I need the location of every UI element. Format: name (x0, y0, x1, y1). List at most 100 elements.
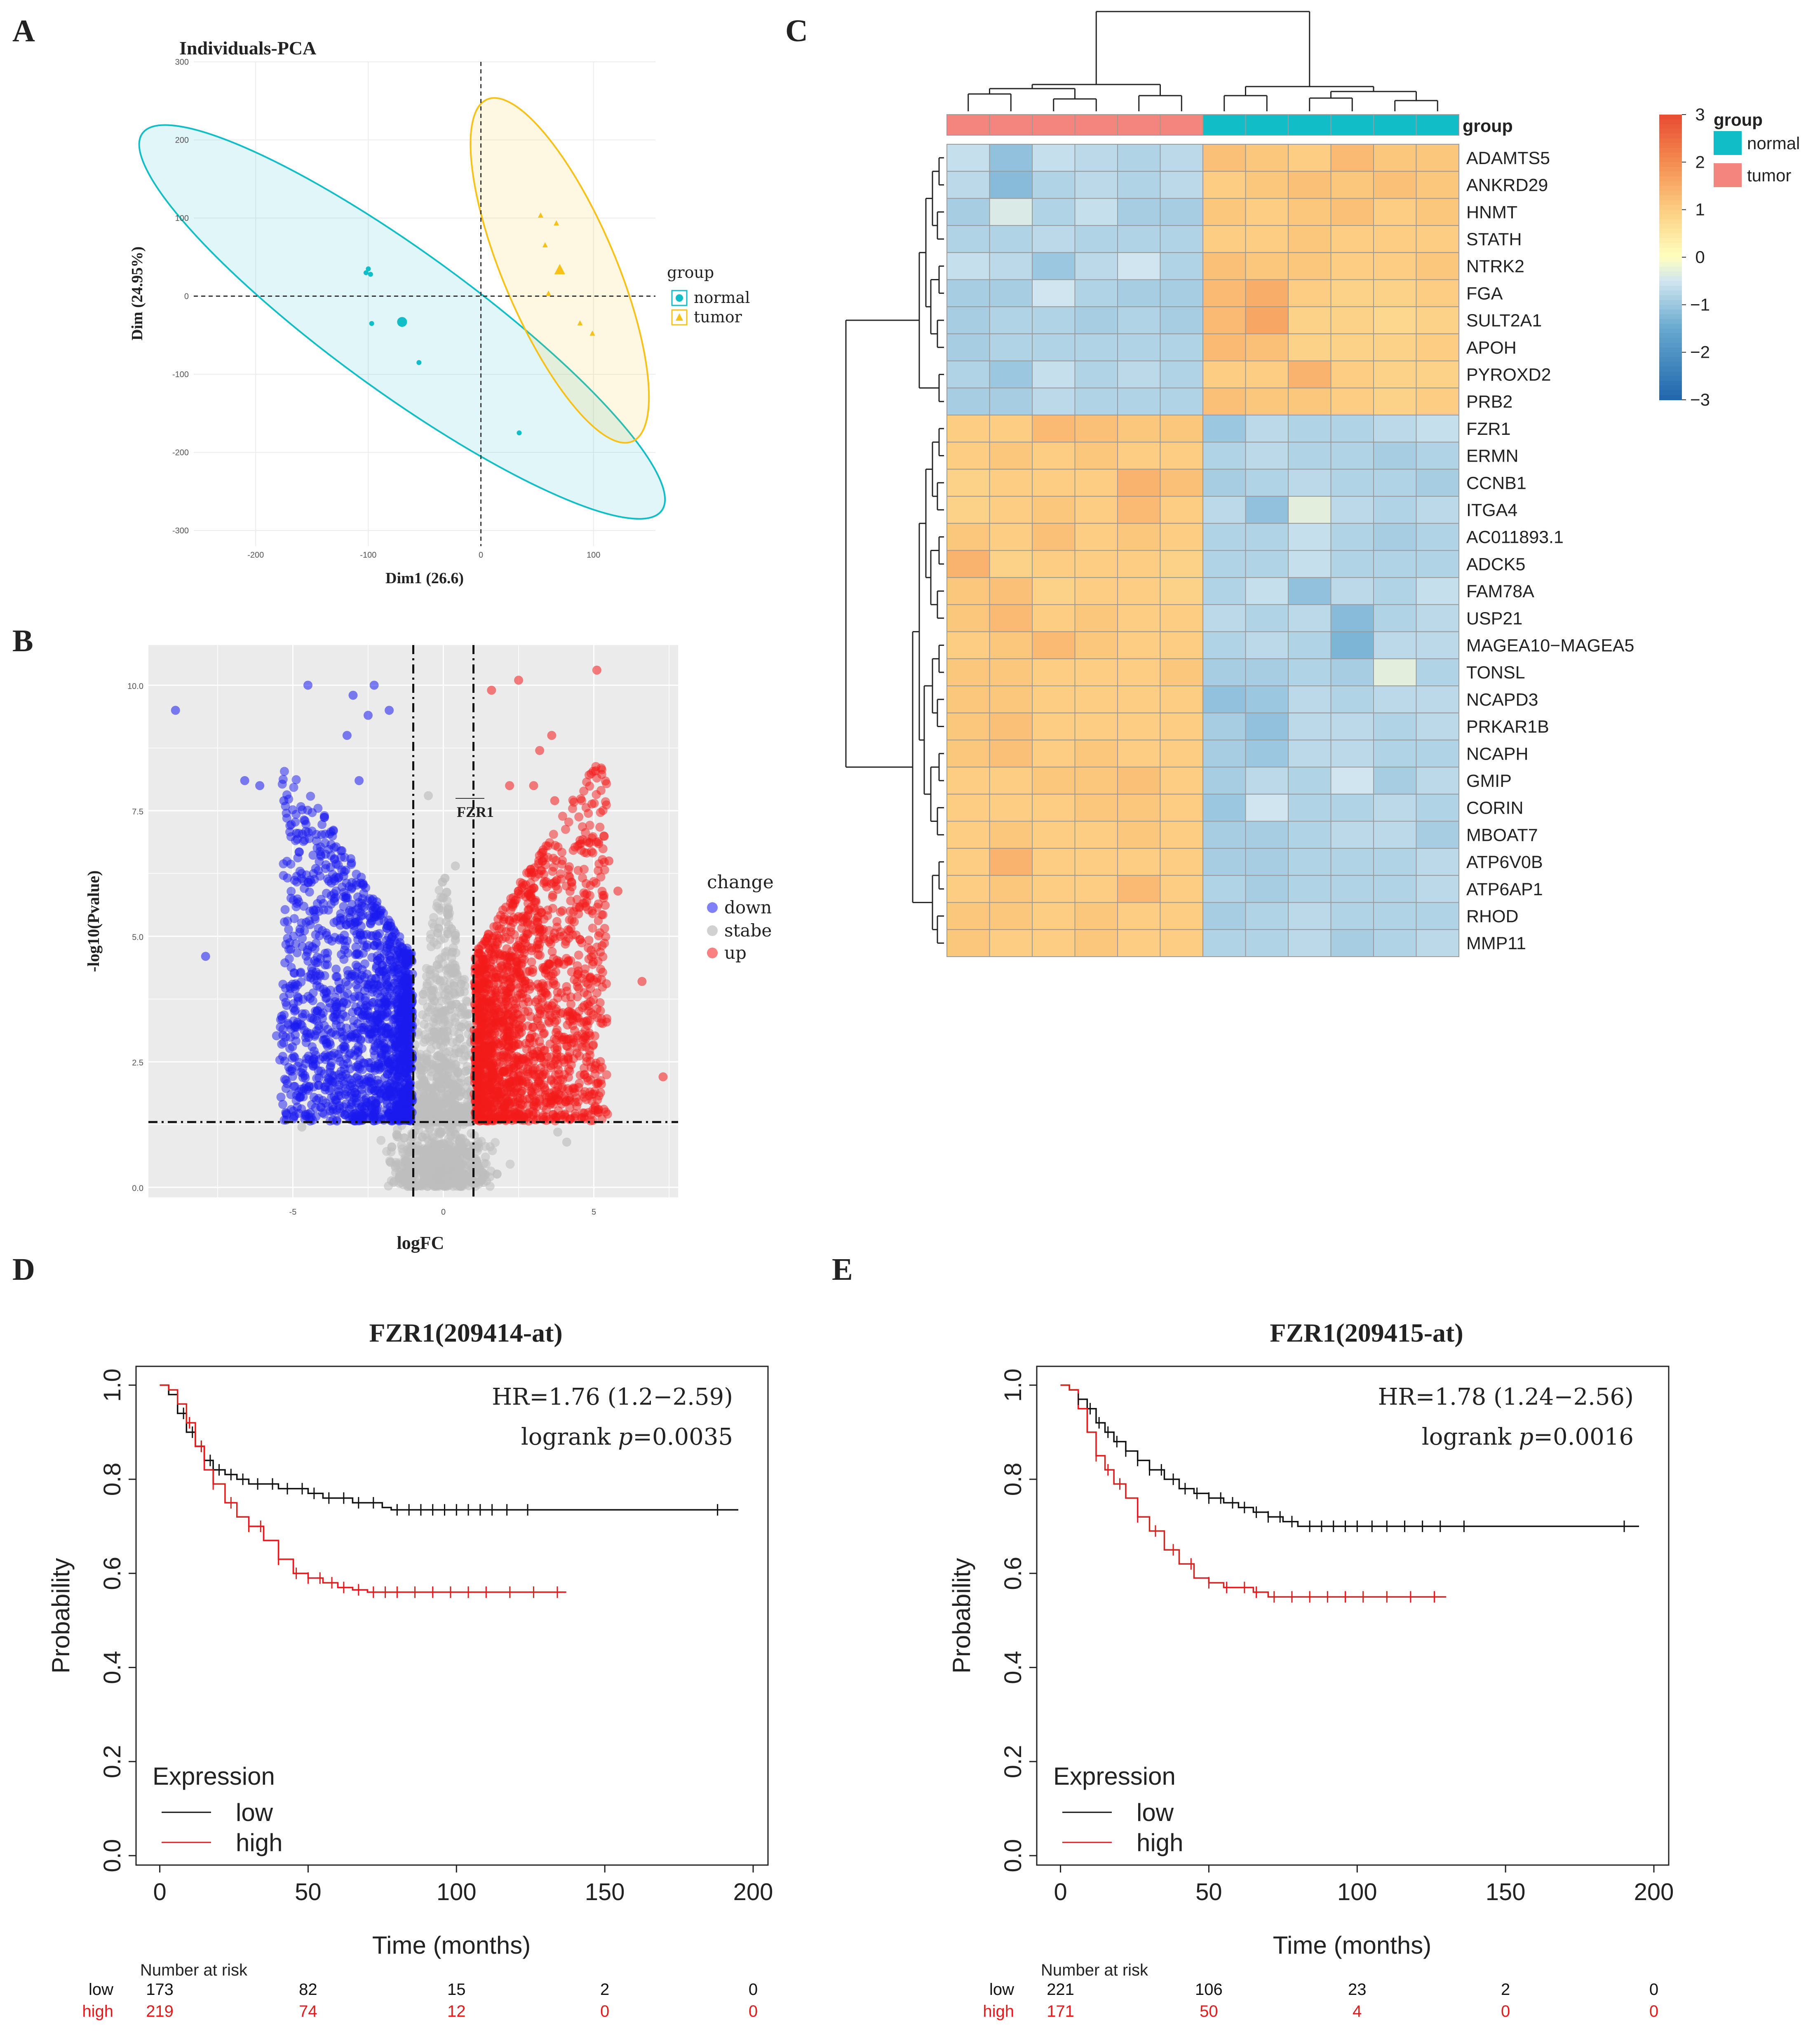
volcano-point-up (506, 906, 515, 915)
volcano-legend-down-label: down (724, 897, 772, 917)
volcano-point-up (526, 920, 535, 930)
volcano-point-down (400, 1032, 409, 1042)
volcano-point-up (570, 1026, 579, 1035)
volcano-point-stable (432, 960, 442, 969)
volcano-point-stable (457, 1022, 466, 1032)
volcano-point-up (479, 1006, 489, 1016)
volcano-point-up (490, 950, 500, 959)
volcano-point-stable (425, 965, 434, 975)
volcano-point-down (372, 1105, 381, 1115)
volcano-point-stable (418, 1010, 427, 1019)
volcano-point-down (306, 1029, 315, 1039)
volcano-point-up (590, 1031, 600, 1041)
volcano-point-down (340, 1064, 349, 1074)
volcano-point-down (346, 1100, 356, 1109)
volcano-point-down (352, 869, 361, 879)
volcano-point-up (577, 1042, 587, 1051)
volcano-point-down (278, 1051, 287, 1061)
volcano-point-stable (434, 885, 444, 895)
volcano-point-down (372, 1034, 381, 1043)
volcano-point-up (549, 830, 558, 839)
volcano-point-up (491, 985, 500, 995)
volcano-point-down (296, 1068, 305, 1077)
pca-legend-tumor-label: tumor (694, 308, 742, 326)
volcano-point-up (509, 967, 519, 977)
volcano-point-up (581, 902, 590, 911)
volcano-point-stable (426, 1005, 435, 1014)
pca-centroid-tumor (554, 264, 566, 275)
volcano-point-up (479, 955, 488, 964)
volcano-point-down (281, 1084, 291, 1093)
volcano-point-down (314, 1066, 323, 1075)
volcano-point-up (503, 1083, 512, 1092)
volcano-point-down (398, 981, 408, 990)
volcano-point-down (300, 816, 310, 826)
volcano-point-up (593, 866, 603, 875)
volcano-point-down (396, 1116, 406, 1125)
volcano-point-up (587, 847, 596, 856)
volcano-point-stable (451, 861, 460, 871)
volcano-point-down (355, 776, 364, 785)
pca-point-tumor (577, 320, 583, 326)
volcano-point-up (585, 838, 595, 847)
pca-x-tick-label: 0 (479, 551, 483, 560)
volcano-point-down (321, 1082, 330, 1092)
volcano-point-down (373, 1017, 383, 1026)
volcano-point-up (552, 1042, 562, 1052)
volcano-point-up (535, 924, 545, 934)
volcano-point-up (595, 822, 605, 832)
volcano-point-down (369, 913, 378, 922)
volcano-point-up (483, 1031, 493, 1041)
volcano-point-down (319, 1029, 328, 1039)
pca-legend-tumor: tumor (671, 308, 742, 326)
volcano-point-up (579, 865, 589, 874)
volcano-point-down (290, 875, 299, 885)
volcano-point-up (598, 844, 608, 854)
pca-reference-lines (194, 62, 655, 546)
volcano-point-up (553, 988, 562, 997)
volcano-x-tick-label: 5 (592, 1208, 596, 1217)
volcano-point-up (504, 1010, 513, 1019)
volcano-point-up (503, 1097, 512, 1106)
volcano-point-down (303, 948, 312, 957)
volcano-point-down (351, 1045, 360, 1055)
volcano-point-up (550, 796, 559, 805)
volcano-point-stable (386, 1157, 395, 1167)
pca-point-tumor (589, 330, 595, 336)
volcano-point-down (395, 1018, 405, 1027)
volcano-point-down (369, 680, 379, 690)
volcano-point-up (552, 1055, 561, 1064)
volcano-point-stable (447, 1153, 456, 1163)
volcano-point-up (583, 1076, 593, 1086)
volcano-point-stable (463, 1117, 472, 1127)
volcano-point-up (564, 817, 573, 827)
volcano-point-stable (437, 1127, 446, 1137)
volcano-point-stable (421, 1145, 431, 1155)
volcano-point-down (286, 945, 296, 954)
volcano-point-up (514, 886, 523, 896)
volcano-point-stable (437, 1084, 446, 1093)
volcano-point-up (547, 731, 557, 740)
volcano-point-down (332, 972, 342, 981)
volcano-point-stable (395, 1171, 404, 1181)
volcano-point-up (596, 786, 606, 795)
volcano-point-up (596, 947, 605, 957)
volcano-point-down (366, 1063, 376, 1073)
volcano-point-up (525, 966, 534, 976)
volcano-point-down (312, 1096, 321, 1105)
pca-y-tick-label: -100 (172, 370, 189, 379)
volcano-point-up (588, 960, 597, 969)
volcano-point-stable (471, 1177, 480, 1187)
volcano-point-up (516, 989, 526, 998)
volcano-point-up (505, 952, 514, 962)
volcano-point-down (344, 1091, 354, 1101)
volcano-point-up (487, 685, 496, 695)
volcano-point-stable (414, 1030, 423, 1039)
fzr1-annotation-label: FZR1 (457, 804, 494, 820)
pca-y-tick-label: -300 (172, 526, 189, 535)
volcano-point-up (564, 956, 573, 965)
volcano-point-down (277, 1039, 287, 1049)
volcano-point-down (272, 1031, 281, 1040)
pca-point-normal (366, 266, 371, 272)
